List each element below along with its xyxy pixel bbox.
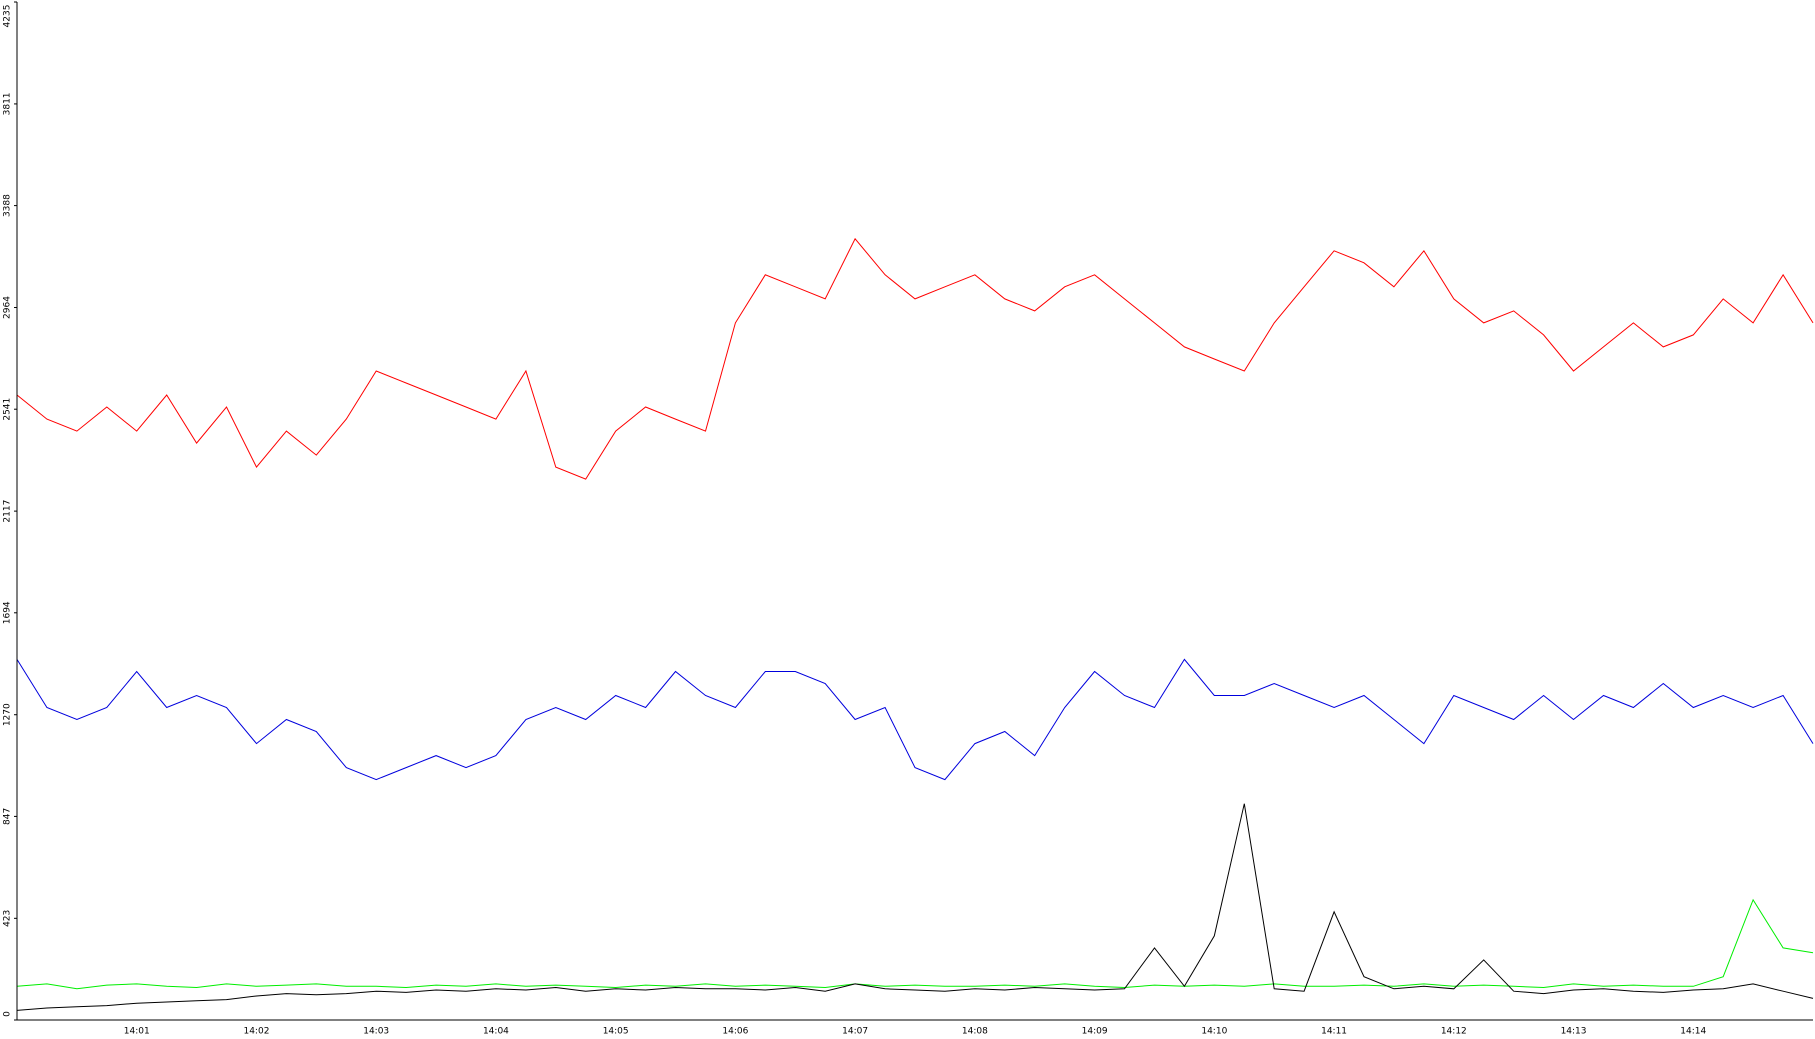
x-tick-label: 14:10 [1201, 1027, 1227, 1037]
x-tick-label: 14:01 [124, 1027, 150, 1037]
x-tick-label: 14:11 [1321, 1027, 1347, 1037]
y-tick-label: 1270 [3, 703, 13, 726]
x-tick-label: 14:03 [363, 1027, 389, 1037]
y-tick-label: 847 [3, 808, 13, 825]
x-tick-label: 14:07 [842, 1027, 868, 1037]
y-tick-label: 0 [3, 1011, 13, 1017]
y-tick-label: 1694 [3, 601, 13, 624]
y-tick-label: 3388 [3, 194, 13, 217]
y-tick-label: 2964 [3, 296, 13, 319]
series-line [16, 803, 1814, 1011]
x-tick-label: 14:02 [243, 1027, 269, 1037]
x-tick-label: 14:08 [962, 1027, 988, 1037]
x-tick-label: 14:09 [1082, 1027, 1108, 1037]
x-tick-label: 14:04 [483, 1027, 509, 1037]
y-tick-label: 2117 [3, 500, 13, 523]
y-tick-label: 423 [3, 910, 13, 927]
series-line [16, 237, 1814, 480]
x-tick-label: 14:13 [1561, 1027, 1587, 1037]
series-line [16, 898, 1814, 990]
x-tick-label: 14:06 [722, 1027, 748, 1037]
x-tick-label: 14:05 [603, 1027, 629, 1037]
y-tick-label: 3811 [3, 92, 13, 115]
y-tick-label: 2541 [3, 398, 13, 421]
series-line [16, 658, 1814, 781]
y-tick-label: 4235 [3, 5, 13, 28]
x-tick-label: 14:14 [1680, 1027, 1706, 1037]
x-tick-label: 14:12 [1441, 1027, 1467, 1037]
